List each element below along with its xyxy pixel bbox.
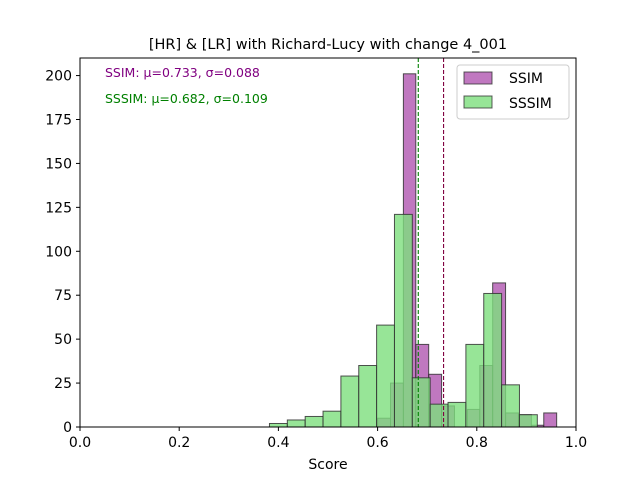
y-tick-label: 150 <box>45 156 72 172</box>
sssim-bar <box>322 410 342 428</box>
sssim-bar <box>429 403 449 428</box>
x-tick-label: 0.2 <box>168 435 190 451</box>
y-tick-label: 0 <box>63 420 72 436</box>
sssim-bar <box>411 377 431 428</box>
y-tick-label: 200 <box>45 69 72 85</box>
sssim-bar <box>393 213 413 428</box>
ssim-stats-annotation: SSIM: μ=0.733, σ=0.088 <box>105 65 260 80</box>
sssim-stats-annotation: SSSIM: μ=0.682, σ=0.109 <box>105 91 268 106</box>
x-tick-label: 0.0 <box>69 435 91 451</box>
sssim-bar <box>483 292 503 428</box>
sssim-bar <box>518 414 538 428</box>
x-tick-label: 0.4 <box>267 435 289 451</box>
y-axis-ticks: 0 25 50 75 100 125 150 175 200 <box>45 69 80 436</box>
sssim-bars <box>268 213 538 428</box>
plot-frame <box>79 57 577 428</box>
legend-swatch-sssim <box>463 95 493 109</box>
y-tick-label: 50 <box>54 332 72 348</box>
sssim-bar <box>304 415 324 428</box>
sssim-bar <box>376 324 395 428</box>
y-tick-label: 75 <box>54 288 72 304</box>
x-axis-ticks: 0.0 0.2 0.4 0.6 0.8 1.0 <box>69 427 587 451</box>
x-tick-label: 0.8 <box>466 435 488 451</box>
sssim-bar <box>465 343 485 428</box>
sssim-bar <box>268 422 288 428</box>
chart-title: [HR] & [LR] with Richard-Lucy with chang… <box>149 37 507 53</box>
ssim-bar <box>543 412 558 428</box>
sssim-bar <box>286 419 306 428</box>
y-tick-label: 175 <box>45 113 72 129</box>
sssim-bar <box>340 375 360 428</box>
x-tick-label: 1.0 <box>565 435 587 451</box>
mean-lines <box>417 58 445 427</box>
x-tick-label: 0.6 <box>366 435 388 451</box>
y-tick-label: 100 <box>45 244 72 260</box>
sssim-bar <box>358 365 378 428</box>
sssim-bar <box>501 384 520 428</box>
legend-label-sssim: SSSIM <box>509 96 552 112</box>
sssim-bar <box>447 401 467 428</box>
legend-label-ssim: SSIM <box>509 71 543 87</box>
legend-swatch-ssim <box>463 71 493 85</box>
x-axis-label: Score <box>308 457 347 473</box>
y-tick-label: 25 <box>54 376 72 392</box>
y-tick-label: 125 <box>45 200 72 216</box>
legend: SSIM SSSIM <box>456 64 570 120</box>
